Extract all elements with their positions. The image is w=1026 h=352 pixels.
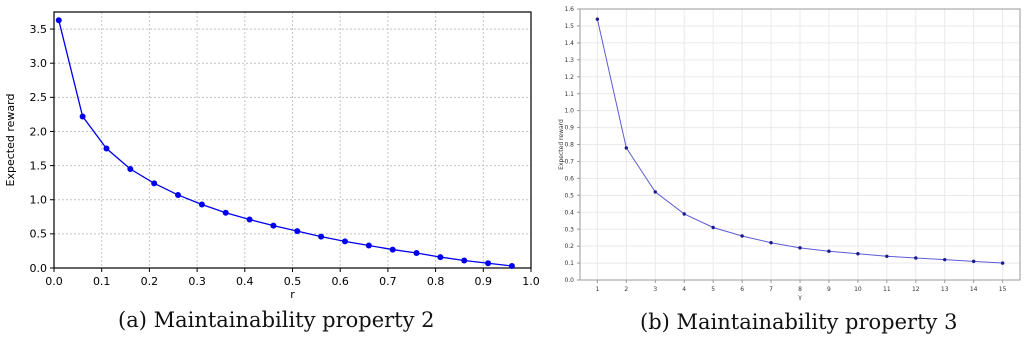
y-tick-label: 3.5 [30, 23, 48, 36]
y-tick-label: 0.7 [564, 159, 574, 166]
chart-b: 1 2 3 4 5 6 7 8 9 10 11 12 13 14 150.00.10.20.30.40.50… [558, 6, 1021, 301]
caption-a: (a) Maintainability property 2 [118, 308, 435, 332]
x-tick-label: 0.1 [93, 275, 111, 288]
data-point [198, 201, 205, 208]
data-point [270, 222, 277, 229]
x-axis-label: γ [798, 294, 802, 301]
series-line [58, 20, 512, 267]
data-point [413, 249, 420, 256]
data-point [365, 242, 372, 249]
data-point [222, 209, 229, 216]
y-tick-label: 0.0 [564, 277, 574, 284]
x-tick-label: 2 [624, 286, 628, 293]
data-point [461, 257, 468, 264]
data-point [294, 228, 301, 235]
x-axis-label: r [290, 288, 295, 301]
data-point [55, 17, 62, 24]
x-tick-label: 15 [999, 286, 1007, 293]
y-axis-label: Expected reward [558, 119, 565, 170]
data-point [624, 146, 629, 150]
x-tick-label: 0.8 [427, 275, 445, 288]
x-tick-label: 4 [682, 286, 686, 293]
caption-b: (b) Maintainability property 3 [640, 310, 958, 334]
x-tick-label: 1 [595, 286, 599, 293]
x-tick-label: 13 [941, 286, 949, 293]
y-tick-label: 2.0 [30, 125, 48, 138]
y-tick-label: 0.6 [564, 175, 574, 182]
x-tick-label: 0.7 [379, 275, 397, 288]
data-point [151, 180, 158, 187]
y-tick-label: 3.0 [30, 57, 48, 70]
chart-a: 0.0 0.1 0.2 0.3 0.4 0.5 0.6 0.7 0.8 0.9 1.0 0.0 0.5 1… [4, 11, 540, 301]
y-tick-label: 0.4 [564, 209, 574, 216]
data-point [485, 260, 492, 267]
y-tick-label: 0.9 [564, 125, 574, 132]
data-point [79, 113, 86, 120]
y-tick-label: 0.0 [30, 262, 48, 275]
y-tick-label: 1.0 [564, 108, 574, 115]
data-point [943, 257, 947, 262]
x-tick-label: 3 [653, 286, 657, 293]
data-point [103, 145, 110, 152]
x-tick-label: 8 [798, 286, 802, 293]
y-tick-label: 2.5 [30, 91, 48, 104]
x-tick-label: 1.0 [522, 275, 540, 288]
y-tick-label: 1.6 [564, 6, 574, 13]
y-tick-label: 0.5 [564, 192, 574, 199]
y-tick-label: 0.1 [564, 260, 574, 267]
data-point [885, 254, 889, 258]
data-point [971, 259, 976, 264]
data-point [595, 17, 600, 21]
x-tick-label: 0.3 [188, 275, 206, 288]
data-point [769, 241, 773, 245]
x-tick-label: 0.2 [141, 275, 159, 288]
data-point [682, 212, 686, 216]
data-point [827, 249, 831, 253]
y-tick-label: 1.1 [564, 91, 574, 98]
x-tick-label: 9 [827, 286, 831, 293]
x-tick-label: 0.0 [45, 275, 63, 288]
data-point [711, 225, 715, 230]
y-tick-label: 1.4 [564, 40, 574, 47]
x-tick-label: 10 [854, 286, 862, 293]
y-tick-label: 1.5 [30, 159, 48, 172]
y-tick-label: 0.2 [564, 243, 574, 250]
data-point [1000, 261, 1005, 265]
x-tick-label: 0.9 [475, 275, 493, 288]
x-tick-label: 0.5 [284, 275, 302, 288]
y-axis-label: Expected reward [4, 94, 17, 187]
x-tick-label: 14 [970, 286, 978, 293]
y-tick-label: 0.5 [30, 228, 48, 241]
data-point [437, 254, 444, 261]
x-tick-label: 0.6 [331, 275, 349, 288]
x-tick-label: 11 [883, 286, 891, 293]
y-tick-label: 1.5 [564, 23, 574, 30]
y-tick-label: 0.8 [564, 142, 574, 149]
y-tick-label: 1.2 [564, 74, 574, 81]
data-point [389, 246, 396, 253]
data-point [798, 246, 802, 250]
x-tick-label: 6 [740, 286, 744, 293]
x-tick-label: 5 [711, 286, 715, 293]
data-point [653, 190, 657, 194]
data-point [175, 191, 182, 198]
y-tick-label: 1.0 [30, 194, 48, 207]
data-point [246, 216, 253, 223]
data-point [508, 262, 515, 269]
data-point [914, 256, 918, 260]
y-tick-label: 0.3 [564, 226, 574, 233]
x-tick-label: 12 [912, 286, 920, 293]
x-tick-label: 7 [769, 286, 773, 293]
data-point [318, 233, 325, 240]
y-tick-label: 1.3 [564, 57, 574, 64]
data-point [127, 166, 134, 173]
data-point [856, 252, 860, 256]
x-tick-label: 0.4 [236, 275, 254, 288]
data-point [341, 238, 348, 245]
data-point [740, 234, 744, 238]
